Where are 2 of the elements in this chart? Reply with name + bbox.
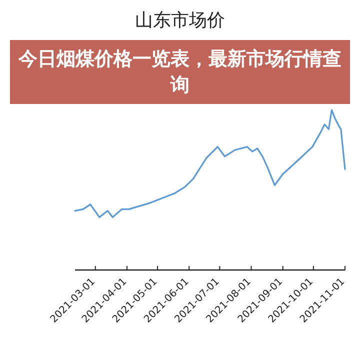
text: 今日烟煤价格一览表，最新市场行情查询 <box>10 40 350 104</box>
chart-title: 山东市场价 <box>134 9 226 32</box>
